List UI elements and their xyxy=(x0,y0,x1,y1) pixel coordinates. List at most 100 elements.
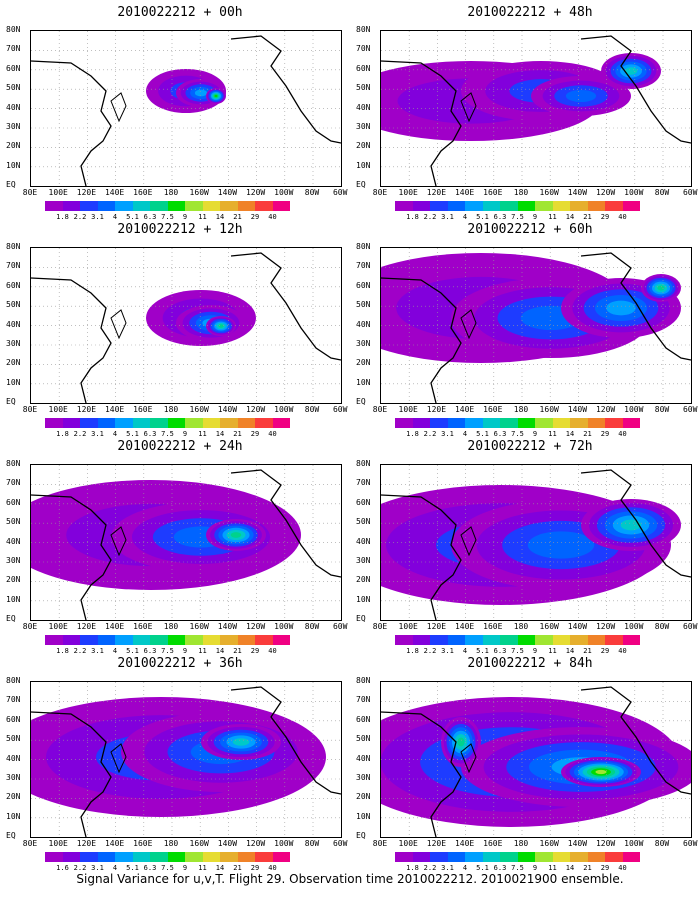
colorbar-tick-label: 4 xyxy=(462,647,468,655)
alaska-coastline xyxy=(580,686,691,795)
colorbar-swatch xyxy=(45,201,63,211)
colorbar-tick-label: 40 xyxy=(618,213,627,221)
islands-outline xyxy=(460,743,477,774)
colorbar-tick-label: 40 xyxy=(618,430,627,438)
longitude-label: 100W xyxy=(624,622,644,631)
latitude-label: EQ xyxy=(356,397,366,407)
colorbar-tick-label: 2.2 xyxy=(73,430,87,438)
panel-title: 2010022212 + 36h xyxy=(117,656,243,671)
colorbar-tick-label: 29 xyxy=(600,430,610,438)
colorbar-tick-label: 3.1 xyxy=(91,213,104,221)
colorbar-swatch xyxy=(202,201,220,211)
longitude-label: 180 xyxy=(513,839,529,848)
longitude-label: 60W xyxy=(682,839,698,848)
colorbar-swatch xyxy=(237,635,255,645)
latitude-label: 40N xyxy=(6,753,21,763)
colorbar-tick-label: 4 xyxy=(462,864,468,872)
colorbar-tick-label: 6.3 xyxy=(143,864,157,872)
variance-contour xyxy=(194,89,208,97)
variance-contour xyxy=(214,94,218,98)
latitude-label: 20N xyxy=(356,792,371,802)
colorbar-tick-label: 14 xyxy=(215,430,225,438)
colorbar-tick-label: 4 xyxy=(112,430,118,438)
latitude-label: 20N xyxy=(356,358,371,368)
latitude-label: 40N xyxy=(6,102,21,112)
colorbar-swatch xyxy=(535,418,553,428)
latitude-label: 50N xyxy=(356,517,371,527)
latitude-label: 40N xyxy=(356,102,371,112)
longitude-label: 100E xyxy=(48,405,68,414)
latitude-label: 10N xyxy=(6,377,21,387)
colorbar-tick-label: 29 xyxy=(250,213,260,221)
longitude-label: 120E xyxy=(426,405,447,414)
longitude-label: 140W xyxy=(217,622,238,631)
colorbar-swatch xyxy=(605,852,623,862)
longitude-label: 80W xyxy=(654,839,670,848)
colorbar-swatch xyxy=(80,852,98,862)
latitude-label: 20N xyxy=(356,575,371,585)
colorbar-swatch xyxy=(430,201,448,211)
latitude-label: 60N xyxy=(6,714,21,724)
longitude-label: 120E xyxy=(426,622,447,631)
alaska-coastline xyxy=(230,35,341,144)
colorbar-swatch xyxy=(447,852,465,862)
colorbar-swatch xyxy=(482,418,500,428)
colorbar-tick-label: 5.1 xyxy=(126,864,139,872)
latitude-label: 30N xyxy=(6,122,21,131)
latitude-label: EQ xyxy=(356,614,366,624)
panel-title: 2010022212 + 60h xyxy=(467,222,593,237)
longitude-label: 120W xyxy=(595,405,616,414)
longitude-label: 120W xyxy=(595,839,616,848)
colorbar-swatch xyxy=(255,201,273,211)
colorbar-tick-label: 21 xyxy=(233,430,242,438)
longitude-label: 160E xyxy=(133,405,153,414)
colorbar-swatch xyxy=(272,852,290,862)
colorbar-tick-label: 2.2 xyxy=(73,647,87,655)
longitude-label: 60W xyxy=(332,188,348,197)
colorbar xyxy=(45,418,290,428)
longitude-label: 100W xyxy=(624,188,644,197)
longitude-label: 80E xyxy=(372,622,388,631)
colorbar-swatch xyxy=(220,418,238,428)
colorbar-tick-label: 3.1 xyxy=(91,864,104,872)
colorbar-tick-label: 21 xyxy=(583,864,592,872)
longitude-label: 100E xyxy=(398,405,418,414)
colorbar-tick-label: 21 xyxy=(583,430,592,438)
colorbar-swatch xyxy=(605,635,623,645)
colorbar-tick-label: 14 xyxy=(215,213,225,221)
colorbar-swatch xyxy=(587,635,605,645)
colorbar-swatch xyxy=(132,418,150,428)
latitude-label: EQ xyxy=(6,397,16,407)
colorbar-tick-label: 40 xyxy=(618,864,627,872)
latitude-label: 60N xyxy=(6,63,21,73)
latitude-label: 30N xyxy=(356,773,371,782)
colorbar-swatch xyxy=(167,852,185,862)
colorbar-swatch xyxy=(237,418,255,428)
latitude-label: 60N xyxy=(356,714,371,724)
longitude-label: 160E xyxy=(133,839,153,848)
longitude-label: 120E xyxy=(426,839,447,848)
latitude-label: 60N xyxy=(6,497,21,507)
islands-outline xyxy=(460,526,477,557)
longitude-label: 160E xyxy=(483,188,503,197)
map-panel: 2010022212 + 84h 80N 70N 60N 50N 40N 30N 20N 10N… xyxy=(356,656,697,874)
longitude-label: 140E xyxy=(454,188,475,197)
colorbar xyxy=(45,852,290,862)
colorbar-swatch xyxy=(587,418,605,428)
colorbar-swatch xyxy=(605,418,623,428)
colorbar-swatch xyxy=(150,418,168,428)
colorbar-swatch xyxy=(167,635,185,645)
latitude-label: 30N xyxy=(6,773,21,782)
longitude-label: 160E xyxy=(133,622,153,631)
latitude-label: 50N xyxy=(6,300,21,310)
variance-contour xyxy=(657,285,665,291)
asia-coastline xyxy=(381,277,462,403)
latitude-label: 50N xyxy=(6,517,21,527)
colorbar-swatch xyxy=(465,635,483,645)
colorbar-tick-label: 7.5 xyxy=(511,647,524,655)
colorbar-swatch xyxy=(80,418,98,428)
colorbar-swatch xyxy=(62,201,80,211)
colorbar-swatch xyxy=(552,418,570,428)
longitude-label: 140E xyxy=(454,839,475,848)
longitude-label: 80W xyxy=(304,188,320,197)
